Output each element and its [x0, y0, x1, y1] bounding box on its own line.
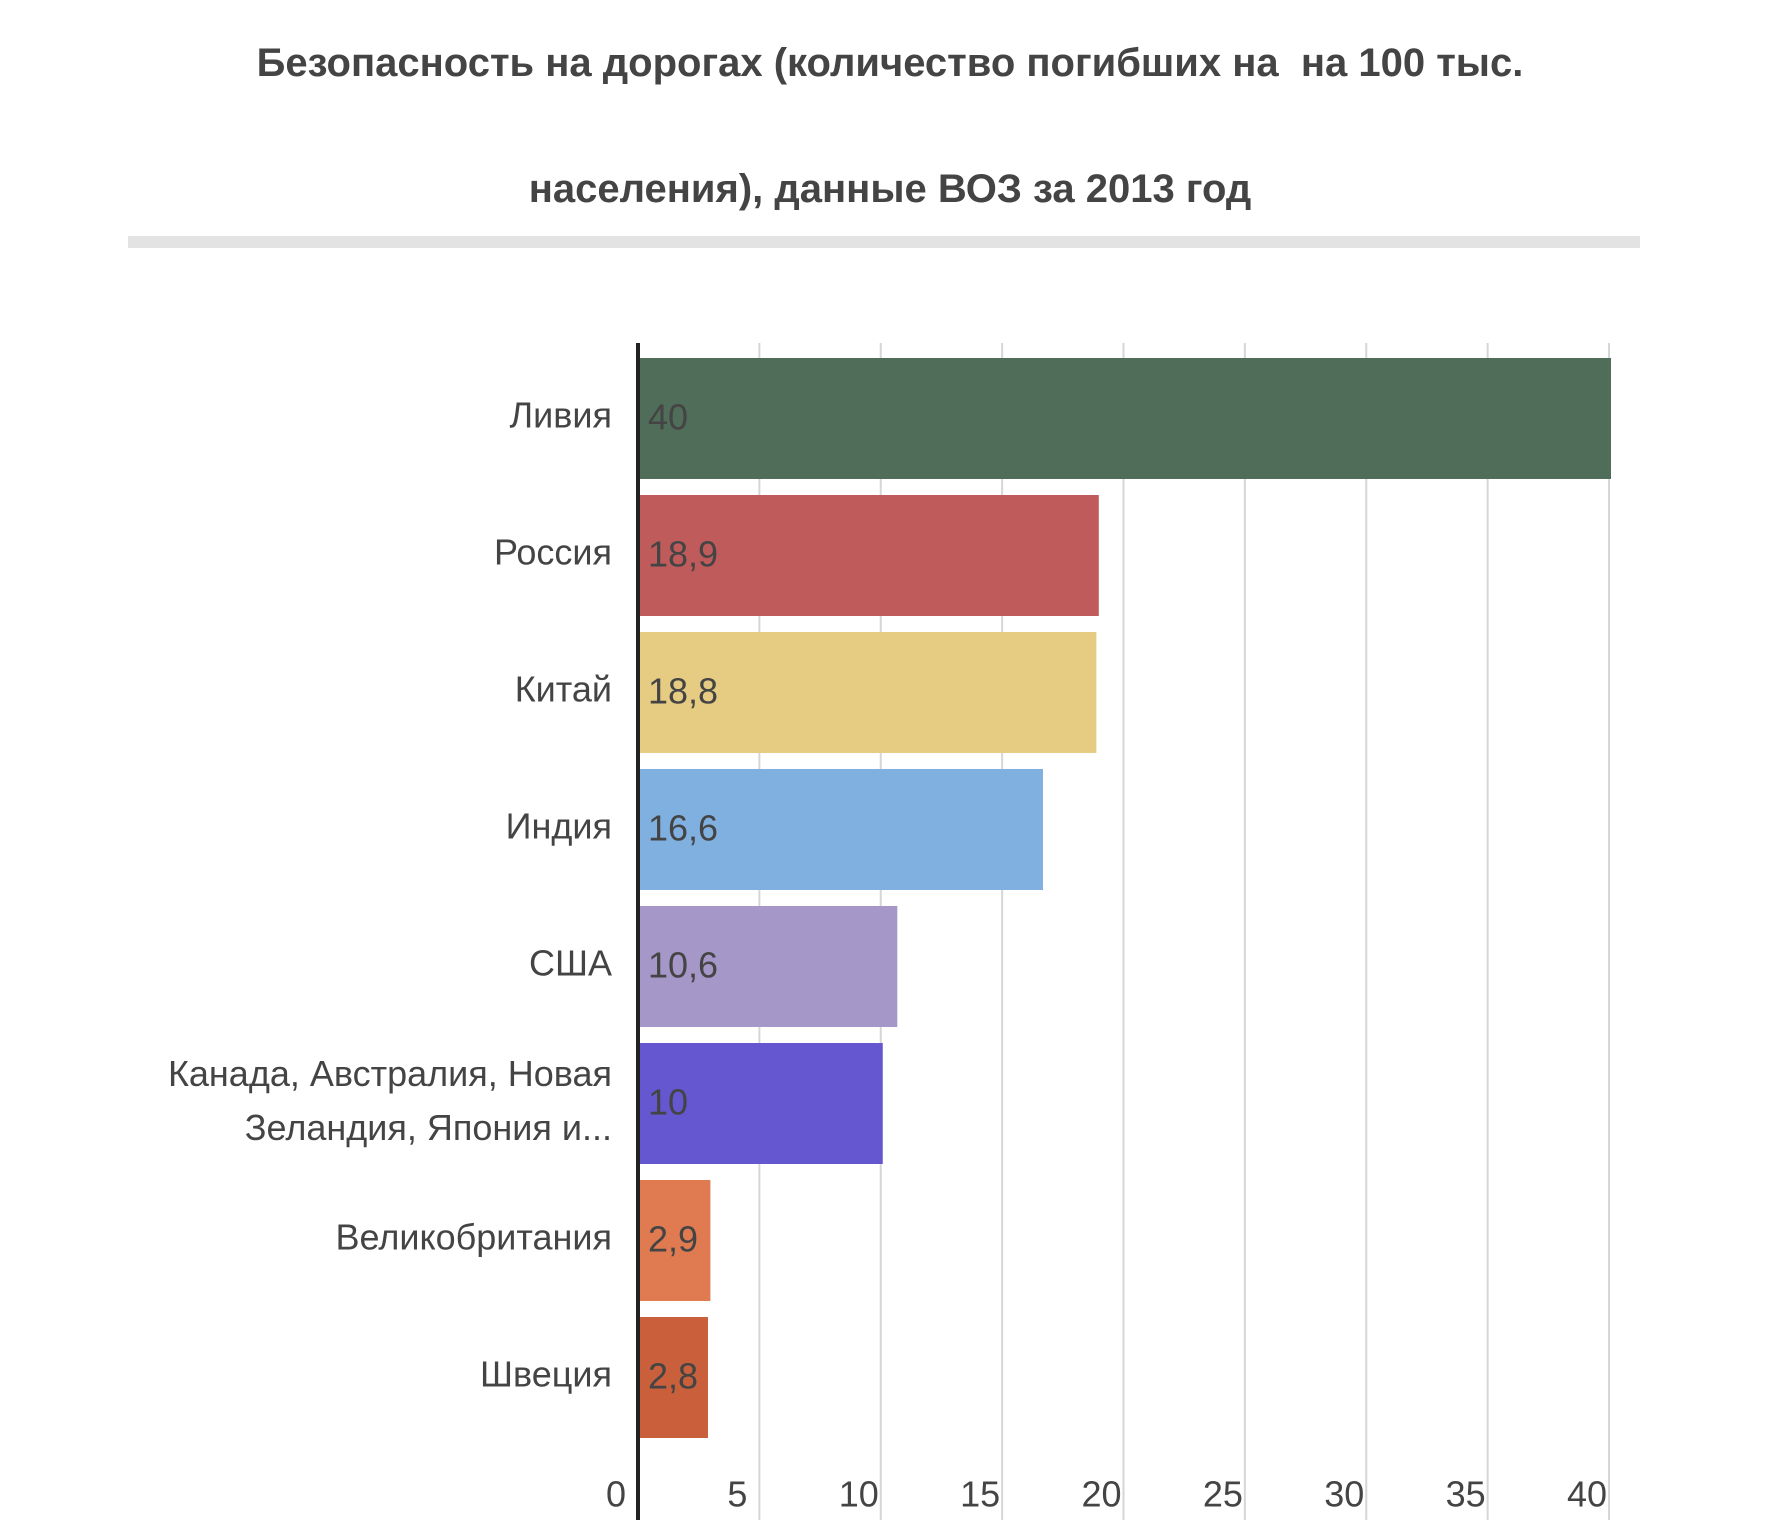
- x-tick-label: 35: [1446, 1474, 1486, 1515]
- bar: [640, 1317, 708, 1438]
- value-label: 18,8: [648, 671, 718, 712]
- value-label: 10: [648, 1082, 688, 1123]
- bar: [640, 632, 1097, 753]
- x-tick-label: 25: [1203, 1474, 1243, 1515]
- x-tick-label: 40: [1567, 1474, 1607, 1515]
- value-label: 2,8: [648, 1356, 698, 1397]
- bar: [640, 906, 898, 1027]
- separator: [128, 236, 1640, 248]
- bar: [640, 495, 1099, 616]
- y-tick-label: Россия: [494, 532, 612, 573]
- x-tick-label: 5: [727, 1474, 747, 1515]
- y-tick-label: Швеция: [480, 1354, 612, 1395]
- bar: [640, 769, 1043, 890]
- bar: [640, 1180, 711, 1301]
- y-tick-label: Китай: [515, 669, 612, 710]
- value-label: 40: [648, 397, 688, 438]
- x-tick-label: 10: [839, 1474, 879, 1515]
- bar: [640, 358, 1611, 479]
- y-tick-label: Ливия: [510, 395, 612, 436]
- value-label: 16,6: [648, 808, 718, 849]
- y-tick-label: США: [529, 943, 612, 984]
- value-label: 18,9: [648, 534, 718, 575]
- x-tick-label: 20: [1081, 1474, 1121, 1515]
- y-tick-label: Индия: [506, 806, 612, 847]
- bar: [640, 1043, 883, 1164]
- x-tick-label: 15: [960, 1474, 1000, 1515]
- value-label: 10,6: [648, 945, 718, 986]
- x-tick-label: 30: [1324, 1474, 1364, 1515]
- chart-title: Безопасность на дорогах (количество поги…: [256, 41, 1535, 211]
- x-tick-label: 0: [606, 1474, 626, 1515]
- y-tick-label: Канада, Австралия, Новая Зеландия, Япония…: [168, 1053, 612, 1148]
- y-tick-label: Великобритания: [336, 1217, 612, 1258]
- value-label: 2,9: [648, 1219, 698, 1260]
